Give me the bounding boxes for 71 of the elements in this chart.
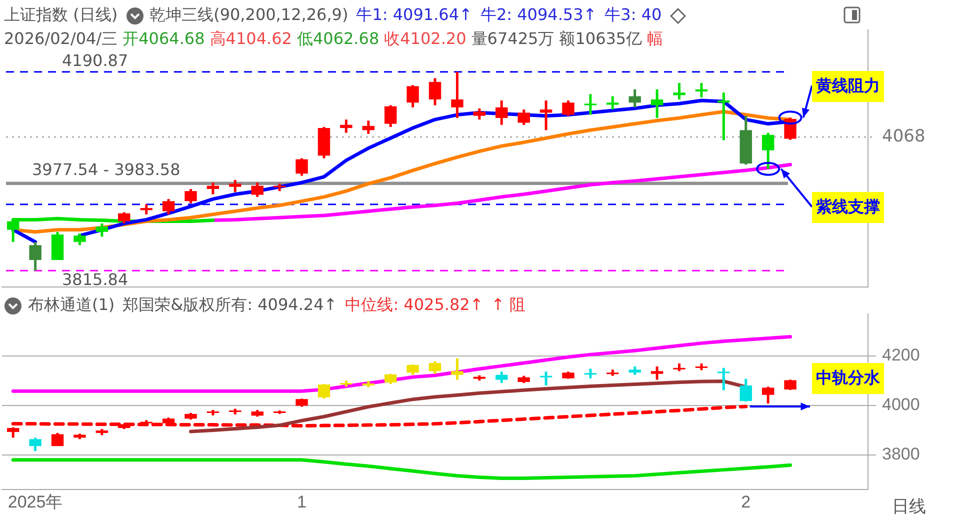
y-tick-label: 3800 — [882, 444, 920, 464]
candlestick — [762, 385, 774, 405]
annotation: 中轨分水 — [812, 363, 884, 394]
annotation: ↑ 阻 — [491, 295, 526, 314]
candlestick — [140, 203, 152, 216]
candlestick — [628, 88, 641, 109]
candlestick — [362, 119, 374, 136]
candlestick — [496, 99, 508, 126]
candlestick — [74, 232, 86, 246]
line-series — [11, 404, 748, 428]
text: 牛3: 40 — [604, 5, 662, 24]
ref-line-label: 4068 — [882, 126, 926, 146]
candlestick — [584, 367, 597, 380]
annotation: 郑国荣&版权所有: 4094.24↑ — [122, 295, 338, 314]
candlestick — [784, 378, 796, 392]
candlestick — [540, 99, 552, 132]
candlestick — [384, 104, 397, 128]
candlestick — [762, 132, 774, 170]
annotation: 紫线支撑 — [812, 192, 884, 223]
candlestick — [718, 91, 730, 142]
text: 牛1: 4091.64↑ — [356, 5, 472, 24]
candlestick — [451, 70, 464, 120]
candlestick — [251, 181, 264, 198]
candlestick — [473, 107, 486, 121]
candlestick — [650, 88, 664, 120]
band-label: 3977.54 - 3983.58 — [32, 160, 180, 179]
annotation: 中位线: 4025.82↑ — [345, 295, 484, 314]
candlestick — [428, 76, 442, 106]
chart-subtitle: 2026/02/04/三 开4064.68 高4104.62 低4062.68 收4102.20 量67425万 额10635亿 幅 — [4, 29, 664, 48]
y-tick-label: 4000 — [882, 395, 920, 414]
candlestick — [428, 360, 442, 376]
ref-line-label: 4190.87 — [62, 51, 128, 70]
candlestick — [162, 198, 175, 216]
candlestick — [562, 99, 574, 118]
candlestick — [184, 188, 197, 205]
candlestick — [406, 84, 419, 109]
x-tick-label: 2 — [741, 492, 751, 512]
candlestick — [718, 366, 730, 392]
candlestick — [496, 370, 508, 384]
candlestick — [29, 240, 42, 272]
candlestick — [51, 432, 64, 448]
candlestick — [673, 82, 686, 101]
candlestick — [318, 382, 330, 400]
ref-line-label: 3815.84 — [62, 270, 128, 289]
candlestick — [118, 211, 130, 225]
candlestick — [695, 82, 708, 99]
candlestick — [206, 181, 220, 196]
candlestick — [606, 94, 619, 111]
candlestick — [6, 426, 20, 439]
x-axis-title: 日线 — [892, 496, 926, 518]
candlestick — [384, 372, 397, 386]
candlestick — [340, 118, 352, 134]
candlestick — [740, 378, 752, 403]
candlestick — [518, 108, 530, 126]
candlestick — [584, 92, 597, 116]
annotation: 黄线阻力 — [812, 70, 884, 102]
chart-title: 上证指数 (日线) — [4, 5, 118, 24]
candlestick — [29, 436, 42, 452]
candlestick — [650, 365, 664, 382]
y-tick-label: 4200 — [882, 346, 920, 365]
candlestick — [229, 178, 242, 194]
candlestick — [540, 370, 552, 387]
candlestick — [406, 363, 419, 376]
text: 牛2: 4094.53↑ — [480, 5, 597, 24]
candlestick — [784, 116, 796, 142]
candlestick — [296, 156, 308, 177]
text: 乾坤三线(90,200,12,26,9) — [150, 5, 348, 24]
chart-title: 布林通道(1) — [28, 295, 115, 314]
x-tick-label: 2025年 — [8, 492, 63, 512]
candlestick — [451, 357, 464, 382]
x-tick-label: 1 — [297, 492, 307, 512]
